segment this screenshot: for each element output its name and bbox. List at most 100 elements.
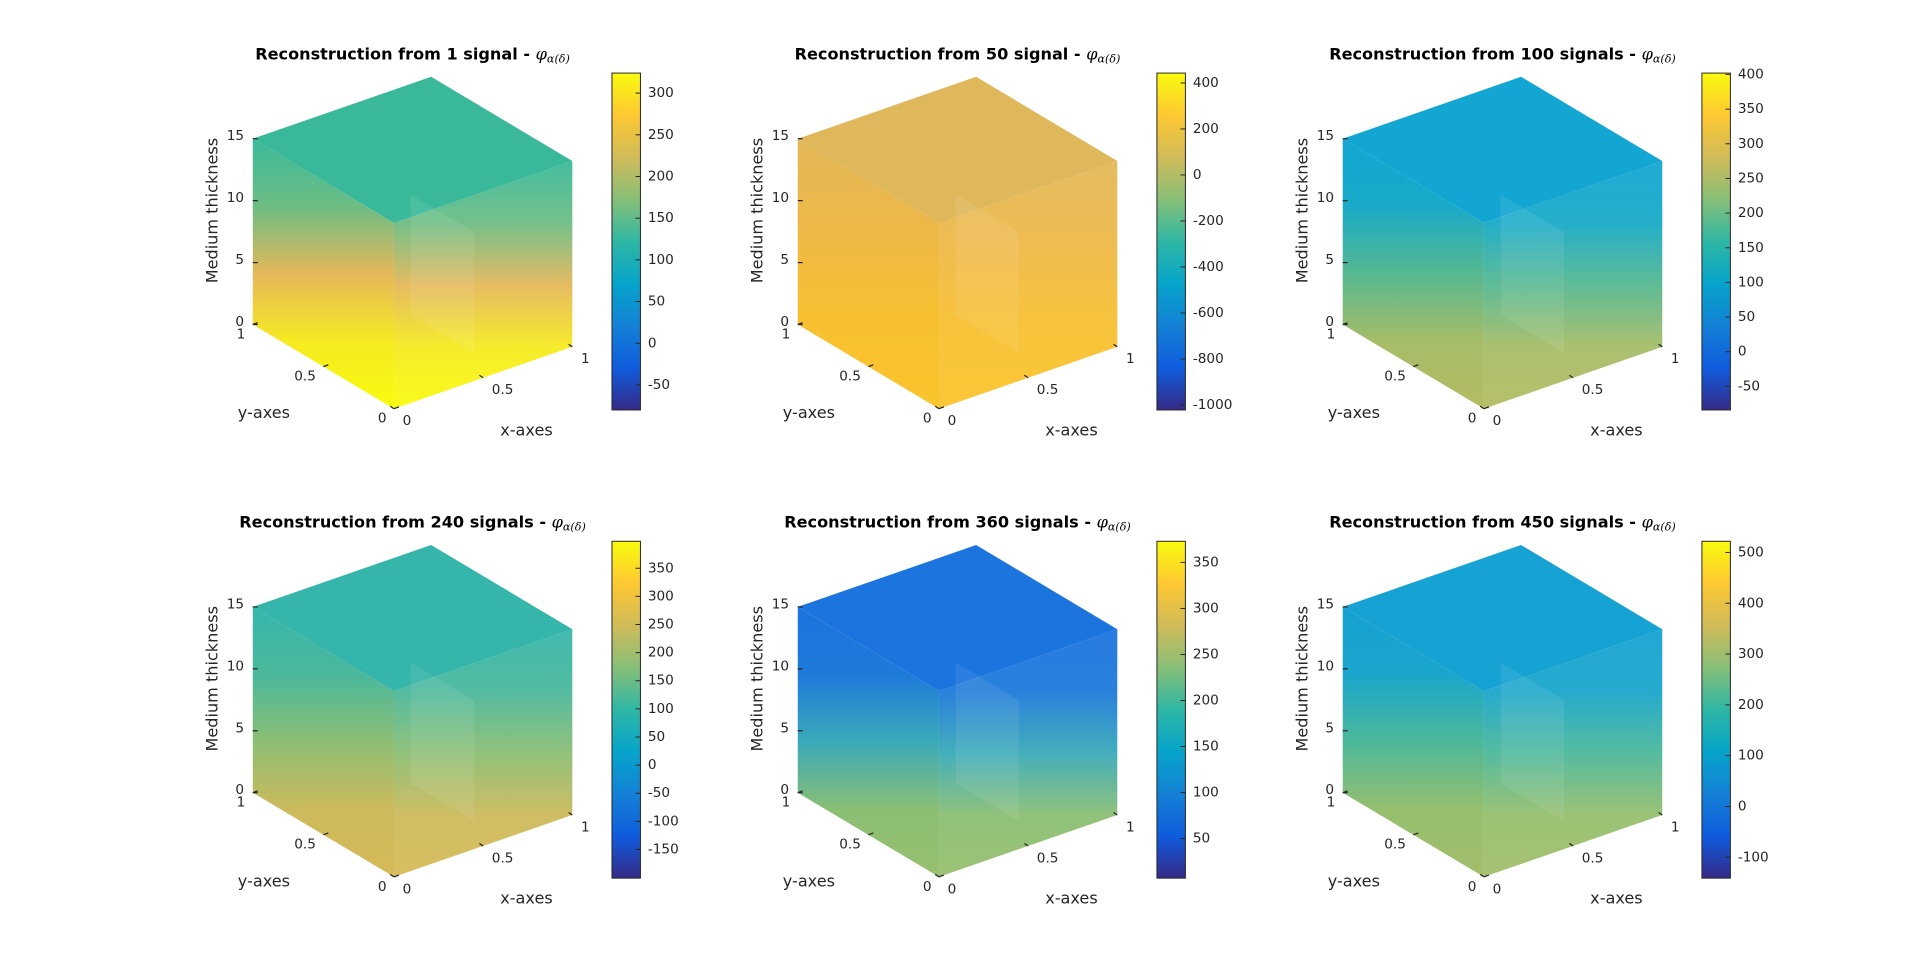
- colorbar-tick-label: 200: [1738, 697, 1764, 713]
- title-subscript: α(δ): [1098, 52, 1121, 65]
- z-tick-label: 10: [227, 658, 244, 674]
- x-tick-label: 1: [1126, 819, 1135, 835]
- y-tick-label: 0: [923, 879, 932, 895]
- colorbar-tick-label: 0: [1738, 799, 1747, 815]
- inner-slice: [410, 662, 475, 822]
- colorbar-tick-label: 200: [648, 645, 674, 661]
- colorbar-tick-label: 50: [648, 729, 665, 745]
- colorbar-tick-label: 100: [648, 252, 674, 268]
- y-tick-label: 0: [378, 411, 387, 427]
- x-axis-label: x-axes: [500, 889, 553, 908]
- inner-slice: [410, 194, 475, 353]
- colorbar-tick-label: -50: [1738, 378, 1760, 394]
- colorbar-tick-label: 0: [1738, 344, 1747, 360]
- y-axis-label: y-axes: [783, 403, 835, 422]
- colorbar-tick-label: -150: [648, 841, 679, 857]
- x-tick-label: 0.5: [1037, 382, 1059, 398]
- z-tick-label: 15: [227, 128, 244, 144]
- panel: 0 5 10 15 Medium thickness 0 0.5 1 y-axes 0 0.5 1 x-…: [1293, 512, 1769, 908]
- x-tick-label: 1: [1671, 351, 1680, 367]
- left-face: [252, 138, 394, 409]
- left-face: [1342, 606, 1484, 877]
- z-axis-label: Medium thickness: [1293, 606, 1312, 752]
- colorbar-tick-label: 100: [1738, 274, 1764, 290]
- x-axis-label: x-axes: [1045, 889, 1098, 908]
- colorbar-tick-label: 100: [1193, 785, 1219, 801]
- x-tick: [1658, 343, 1663, 348]
- x-axis-label: x-axes: [1590, 421, 1643, 440]
- panel-title: Reconstruction from 450 signals - φα(δ): [1329, 512, 1676, 533]
- x-tick-label: 1: [1671, 819, 1680, 835]
- title-subscript: α(δ): [547, 52, 570, 65]
- colorbar-tick-label: 400: [1738, 595, 1764, 611]
- top-face: [252, 76, 573, 223]
- z-tick-label: 10: [772, 658, 789, 674]
- y-tick: [252, 790, 258, 794]
- y-tick-label: 0.5: [839, 837, 861, 853]
- top-face: [252, 544, 573, 692]
- z-axis-label: Medium thickness: [1293, 138, 1312, 284]
- y-tick: [1342, 790, 1348, 794]
- y-tick: [323, 364, 329, 368]
- x-tick-label: 0.5: [1582, 382, 1604, 398]
- x-tick: [389, 405, 395, 410]
- colorbar-tick-label: 250: [648, 127, 674, 143]
- x-tick: [1479, 405, 1485, 410]
- x-tick-label: 1: [1126, 351, 1135, 367]
- y-axis-label: y-axes: [1328, 403, 1380, 422]
- panel: 0 5 10 15 Medium thickness 0 0.5 1 y-axes 0 0.5 1 x-…: [1293, 44, 1764, 440]
- y-tick-label: 1: [237, 795, 246, 811]
- colorbar: [611, 540, 641, 879]
- x-axis-label: x-axes: [500, 421, 553, 440]
- title-symbol: φ: [1642, 44, 1654, 63]
- x-tick: [479, 374, 484, 379]
- title-subscript: α(δ): [563, 521, 586, 534]
- y-tick: [1483, 406, 1490, 410]
- colorbar-tick-label: 250: [1193, 646, 1219, 662]
- x-tick: [1479, 873, 1485, 878]
- colorbar: [1701, 72, 1731, 411]
- y-tick: [938, 406, 945, 410]
- title-symbol: φ: [1642, 512, 1654, 531]
- colorbar: [1156, 72, 1186, 411]
- z-tick-label: 15: [1317, 128, 1334, 144]
- colorbar-tick-label: -600: [1193, 305, 1224, 321]
- z-tick-label: 0: [1325, 782, 1334, 798]
- y-tick-label: 0: [378, 879, 387, 895]
- x-tick-label: 0: [1493, 881, 1502, 897]
- y-tick-label: 0: [1468, 411, 1477, 427]
- y-tick: [393, 874, 400, 878]
- top-face: [797, 76, 1118, 223]
- right-face: [393, 161, 573, 409]
- z-tick-label: 10: [1317, 190, 1334, 206]
- z-tick-label: 5: [1325, 720, 1334, 736]
- x-tick-label: 0.5: [1582, 850, 1604, 866]
- colorbar-tick-label: 0: [648, 335, 657, 351]
- top-face: [1342, 76, 1663, 223]
- x-tick-label: 0: [1493, 413, 1502, 429]
- left-face: [252, 606, 394, 877]
- y-tick: [1342, 322, 1348, 326]
- colorbar-tick-label: 200: [1738, 205, 1764, 221]
- y-tick-label: 1: [1327, 326, 1336, 342]
- y-tick: [323, 832, 329, 836]
- x-axis-label: x-axes: [1590, 889, 1643, 908]
- colorbar-tick-label: 300: [1738, 136, 1764, 152]
- right-face: [1483, 161, 1663, 409]
- colorbar-tick-label: 200: [648, 168, 674, 184]
- colorbar-tick-label: 50: [648, 294, 665, 310]
- panel-title: Reconstruction from 1 signal - φα(δ): [255, 44, 570, 65]
- z-tick-label: 5: [780, 252, 789, 268]
- left-face: [1342, 138, 1484, 409]
- colorbar-tick-label: -200: [1193, 213, 1224, 229]
- colorbar: [611, 72, 641, 411]
- panel: 0 5 10 15 Medium thickness 0 0.5 1 y-axes 0 0.5 1 x-…: [748, 512, 1219, 908]
- colorbar-tick-label: 300: [648, 85, 674, 101]
- colorbar-tick-label: 0: [648, 757, 657, 773]
- colorbar: [1701, 540, 1731, 879]
- panel-title: Reconstruction from 360 signals - φα(δ): [784, 512, 1131, 533]
- x-tick: [1658, 811, 1663, 816]
- y-tick-label: 0.5: [1384, 837, 1406, 853]
- x-tick: [1024, 842, 1029, 847]
